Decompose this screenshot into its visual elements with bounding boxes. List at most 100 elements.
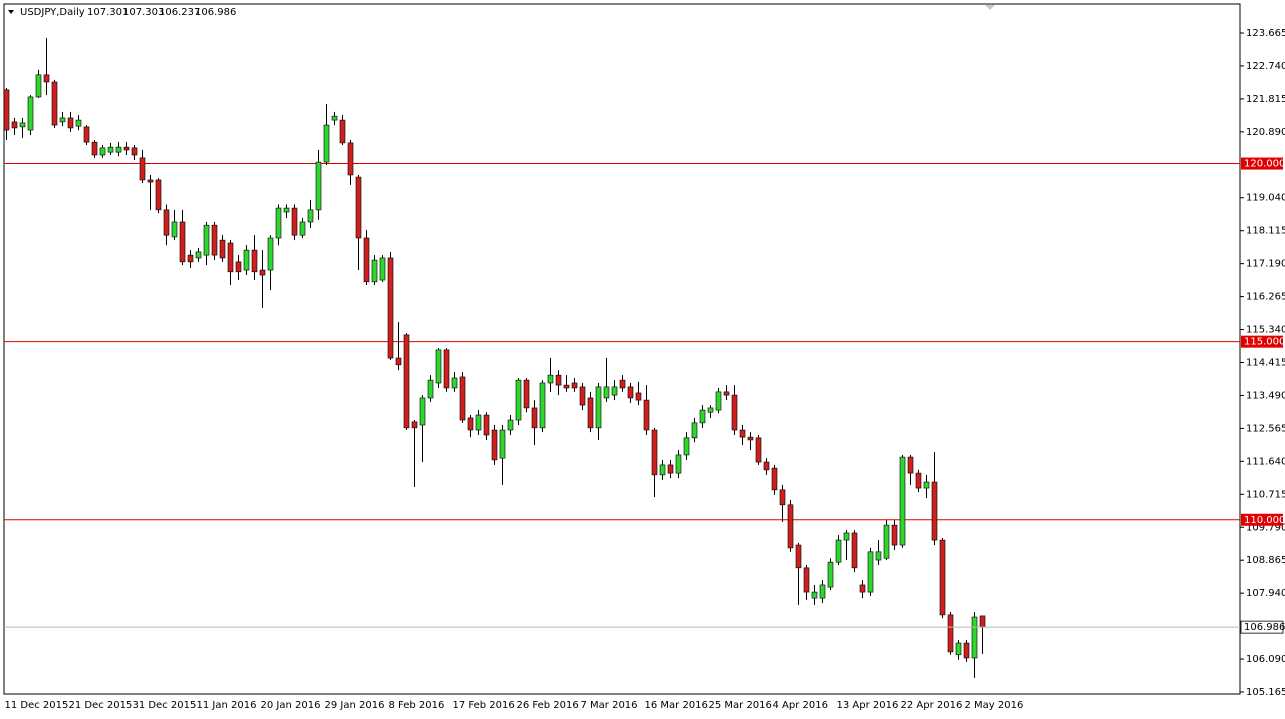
candle-body	[595, 386, 602, 429]
candle-body	[75, 119, 82, 127]
candle-body	[19, 122, 26, 128]
candle-body	[107, 146, 114, 153]
level-label: 110.000	[1244, 515, 1285, 526]
candle-body	[659, 464, 666, 476]
candle-body	[795, 544, 802, 569]
candle-body	[739, 429, 746, 438]
candle-body	[635, 392, 642, 401]
candle-body	[115, 146, 122, 153]
y-tick-label: 113.490	[1246, 390, 1285, 401]
candle-body	[923, 481, 930, 489]
candle-body	[571, 382, 578, 389]
level-label-box	[1241, 157, 1283, 170]
candle-body	[747, 436, 754, 441]
candle-body	[443, 349, 450, 389]
candle-body	[315, 161, 322, 211]
x-tick-label: 2 May 2016	[965, 700, 1024, 711]
candle-body	[27, 96, 34, 131]
candle-body	[155, 179, 162, 211]
candle-body	[267, 237, 274, 271]
candle-body	[811, 591, 818, 599]
candle-body	[459, 376, 466, 421]
candle-body	[835, 539, 842, 563]
candle-body	[347, 142, 354, 176]
y-tick-label: 108.865	[1246, 555, 1285, 566]
menu-arrow[interactable]	[8, 10, 14, 14]
x-tick-label: 20 Jan 2016	[261, 700, 321, 711]
candle-body	[411, 421, 418, 429]
candle-body	[51, 81, 58, 126]
level-label: 120.000	[1244, 159, 1285, 170]
candle-body	[227, 242, 234, 273]
y-tick-label: 115.340	[1246, 325, 1285, 336]
candle-body	[587, 397, 594, 429]
candle-body	[667, 464, 674, 474]
candle-body	[675, 454, 682, 474]
candle-body	[787, 504, 794, 549]
candle-body	[819, 584, 826, 599]
candle-body	[3, 89, 10, 131]
candle-body	[235, 261, 242, 273]
candle-body	[579, 386, 586, 406]
candle-body	[603, 386, 610, 399]
candle-body	[507, 419, 514, 431]
candle-body	[763, 461, 770, 471]
candle-body	[907, 456, 914, 474]
x-tick-label: 11 Jan 2016	[197, 700, 257, 711]
candle-body	[59, 117, 66, 123]
header-close: 106.986	[195, 7, 236, 18]
candle-body	[243, 249, 250, 271]
candle-body	[195, 251, 202, 259]
x-tick-label: 25 Mar 2016	[709, 700, 772, 711]
header-high: 107.303	[123, 7, 164, 18]
candle-body	[419, 397, 426, 426]
candle-body	[171, 221, 178, 238]
candle-body	[203, 224, 210, 256]
x-tick-label: 29 Jan 2016	[325, 700, 385, 711]
candle-body	[827, 561, 834, 588]
level-label-box	[1241, 513, 1283, 526]
candle-body	[643, 399, 650, 431]
plot-frame	[3, 3, 1241, 695]
shift-marker	[985, 5, 995, 10]
x-tick-label: 26 Feb 2016	[517, 700, 579, 711]
x-tick-label: 17 Feb 2016	[453, 700, 515, 711]
candle-body	[491, 429, 498, 461]
candle-body	[35, 74, 42, 98]
candle-body	[291, 207, 298, 236]
candle-body	[523, 379, 530, 409]
candle-body	[979, 615, 986, 628]
candle-body	[67, 117, 74, 129]
candle-body	[939, 539, 946, 616]
candle-body	[883, 524, 890, 559]
candle-body	[187, 254, 194, 263]
candle-body	[947, 614, 954, 653]
candle-body	[251, 249, 258, 273]
candle-body	[219, 239, 226, 259]
candle-body	[619, 379, 626, 389]
y-tick-label: 119.040	[1246, 193, 1285, 204]
candle-body	[371, 259, 378, 283]
candle-body	[651, 429, 658, 476]
candle-body	[755, 437, 762, 463]
x-tick-label: 21 Dec 2015	[69, 700, 133, 711]
candle-body	[499, 429, 506, 459]
candle-body	[99, 147, 106, 156]
candle-body	[363, 237, 370, 283]
candle-body	[627, 386, 634, 399]
y-tick-label: 111.640	[1246, 456, 1285, 467]
candle-body	[931, 481, 938, 541]
candle-body	[299, 221, 306, 236]
candle-body	[547, 374, 554, 384]
candle-body	[123, 146, 130, 151]
candle-body	[867, 551, 874, 593]
candle-body	[715, 391, 722, 411]
candle-body	[283, 207, 290, 213]
candle-body	[323, 124, 330, 163]
candle-body	[843, 532, 850, 541]
candle-body	[451, 377, 458, 389]
candle-body	[139, 157, 146, 181]
candle-body	[539, 382, 546, 429]
x-tick-label: 13 Apr 2016	[837, 700, 899, 711]
